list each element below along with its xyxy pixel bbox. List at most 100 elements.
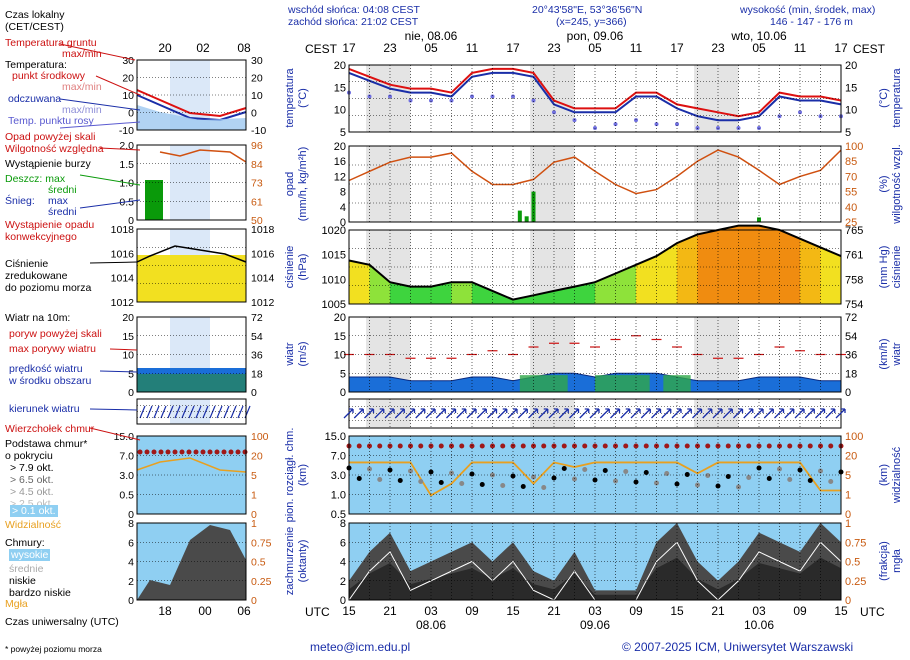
mini-tick-left: 1.5: [119, 159, 134, 171]
panel-frame-temp: [348, 64, 842, 133]
mini-tick-left: 7.0: [119, 451, 134, 463]
cloud-top-dot: [377, 443, 383, 449]
legend-ground-minmax: max/min: [62, 48, 102, 60]
cloud-base-dot: [541, 485, 547, 490]
legend-rain: Deszcz: max: [5, 173, 66, 185]
y-tick-left: 2: [340, 576, 346, 588]
dew-point-dot: [572, 118, 577, 123]
mini-visibility: [136, 457, 247, 473]
y-tick-right: 5: [845, 470, 851, 482]
dew-point-dot: [675, 122, 679, 127]
mini-cloud-top-dot: [235, 449, 241, 455]
wind-arrow: [599, 408, 610, 419]
cloud-base-dot: [807, 478, 813, 483]
mini-tick-right: 18: [251, 368, 263, 380]
wind-arrow: [681, 408, 692, 419]
legend-cloud-base: Podstawa chmur*: [5, 438, 88, 450]
mini-tick-right: 1012: [251, 297, 275, 309]
mini-tick-left: -10: [119, 125, 134, 137]
night-shade: [530, 399, 575, 428]
mini-cest-hour: 20: [158, 41, 172, 55]
cloud-base-dot: [592, 477, 598, 483]
y-tick-right: 55: [845, 187, 857, 199]
utc-hour: 15: [506, 604, 520, 618]
axis-cloud-l2: (km): [297, 464, 309, 486]
y-tick-right: 0: [845, 387, 851, 399]
y-tick-right: 72: [845, 312, 857, 324]
y-tick-right: 761: [845, 250, 863, 262]
wind-arrow: [743, 408, 754, 419]
cloud-top-dot: [438, 443, 444, 449]
mini-tick-right: 0.5: [251, 557, 266, 569]
mini-cloud-top-dot: [165, 449, 171, 455]
legend-temp-minmax: max/min: [62, 81, 102, 93]
utc-left: UTC: [305, 605, 330, 619]
mini-wind-arrow: [223, 405, 230, 419]
cloud-base-dot: [654, 480, 659, 486]
mini-tick-left: 8: [128, 518, 134, 530]
utc-hour: 21: [711, 604, 725, 618]
y-tick-left: 0: [340, 595, 346, 607]
mini-tick-right: 20: [251, 451, 263, 463]
mini-tick-left: 10: [122, 90, 134, 102]
pressure-fill: [656, 243, 677, 304]
footer-email[interactable]: meteo@icm.edu.pl: [310, 640, 411, 654]
mini-tick-left: 1018: [111, 224, 135, 236]
legend-cl-vlow: bardzo niskie: [9, 587, 71, 599]
utc-hour: 03: [588, 604, 602, 618]
wind-arrow: [774, 408, 785, 419]
wind-arrow: [446, 408, 457, 419]
cloud-base-dot: [500, 483, 506, 488]
mini-cloud-top-dot: [158, 449, 164, 455]
height-title: wysokość (min, środek, max): [740, 4, 876, 16]
wind-arrow: [466, 408, 477, 419]
footnote: * powyżej poziomu morza: [5, 644, 102, 654]
wind-arrow: [753, 408, 764, 419]
y-tick-left: 1015: [322, 250, 346, 262]
cloud-base-dot: [438, 480, 444, 485]
mini-cloud-top-dot: [172, 449, 178, 455]
day-label-bottom: 08.06: [416, 618, 446, 632]
wind-arrow: [815, 408, 826, 419]
axis-prec-r1: (%): [878, 175, 890, 192]
pressure-fill: [636, 256, 657, 304]
dew-point-dot: [367, 94, 372, 99]
legend-storm: Wystąpienie burzy: [5, 158, 91, 170]
cloud-base-dot: [643, 470, 649, 475]
cest-hour: 23: [383, 41, 397, 55]
mini-tick-left: 10: [122, 350, 134, 362]
legend-cl-mid: średnie: [9, 563, 44, 575]
cloud-top-dot: [356, 443, 362, 449]
utc-hour: 09: [629, 604, 643, 618]
mini-tick-right: 1014: [251, 273, 275, 285]
mini-cov-area: [137, 525, 246, 600]
y-tick-left: 1010: [322, 274, 346, 286]
wind-arrow: [763, 408, 774, 419]
cloud-top-dot: [479, 443, 485, 449]
mini-tick-right: 54: [251, 331, 263, 343]
axis-prec-l1: opad: [284, 172, 296, 196]
wind-arrow: [405, 408, 416, 419]
mini-tick-right: 1: [251, 490, 257, 502]
axis-temp-l2: (°C): [297, 88, 309, 108]
axis-temp-r2: temperatura: [891, 67, 903, 127]
pressure-fill: [513, 295, 534, 304]
y-tick-left: 4: [340, 557, 346, 569]
y-tick-right: 765: [845, 225, 863, 237]
legend-leader: [89, 408, 138, 411]
mini-utc-hour: 00: [198, 604, 212, 618]
legend-utc-time: Czas uniwersalny (UTC): [5, 616, 119, 628]
legend-conv2: konwekcyjnego: [5, 231, 77, 243]
legend-precip-over: Opad powyżej skali: [5, 131, 96, 143]
wind-arrow: [353, 408, 364, 419]
cloud-base-dot: [746, 475, 752, 480]
cloud-base-dot: [397, 478, 403, 483]
mini-pressure-line: [136, 245, 247, 263]
panel-frame-cloud: [348, 435, 842, 515]
sunset: zachód słońca: 21:02 CEST: [288, 16, 419, 28]
panel-frame-wind: [348, 316, 842, 393]
wind-arrow: [661, 408, 672, 419]
mini-tick-right: 36: [251, 350, 263, 362]
y-tick-right: 36: [845, 350, 857, 362]
axis-cov-l2: (oktanty): [297, 540, 309, 583]
